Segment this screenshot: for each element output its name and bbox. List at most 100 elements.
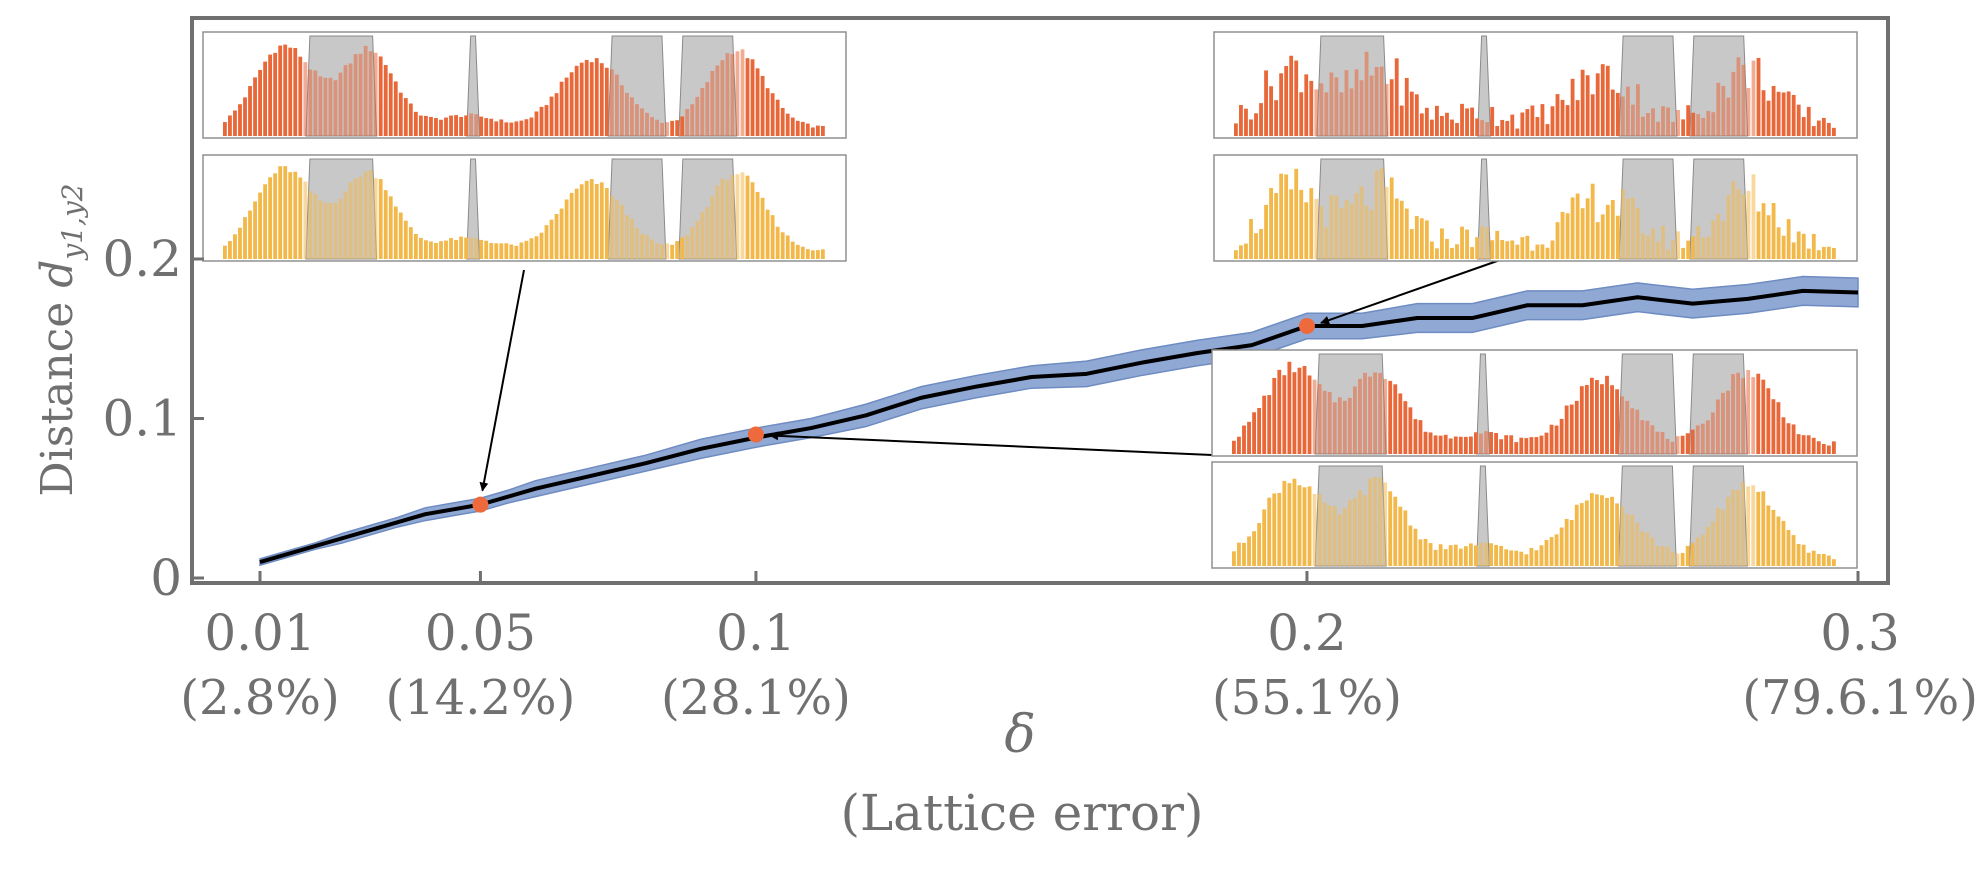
inset-delta-0.05-yellow-bar (589, 179, 594, 259)
inset-delta-0.2-yellow-bar (1435, 248, 1439, 259)
inset-delta-0.1-orange-bar (1796, 434, 1801, 454)
inset-delta-0.1-orange-bar (1524, 438, 1529, 454)
inset-delta-0.1-yellow-bar (1675, 553, 1680, 566)
inset-delta-0.05-orange-bar (524, 119, 529, 136)
inset-delta-0.2-orange-bar (1520, 112, 1525, 136)
inset-arrows (479, 259, 1501, 492)
inset-delta-0.05-orange-bar (439, 119, 443, 136)
inset-delta-0.2-orange-bar (1595, 73, 1600, 136)
inset-delta-0.05-orange-bar (484, 118, 489, 136)
inset-delta-0.05-orange-bar (248, 86, 252, 136)
inset-delta-0.1-orange-bar (1650, 425, 1655, 454)
inset-delta-0.05-yellow-bar (293, 171, 298, 259)
inset-delta-0.2-yellow-bar (1364, 205, 1369, 259)
inset-delta-0.1-yellow-bar (1267, 497, 1272, 566)
inset-delta-0.1-yellow-bar (1700, 534, 1705, 566)
inset-delta-0.2-orange-bar (1419, 113, 1424, 136)
inset-delta-0.2-yellow-bar (1319, 206, 1324, 259)
inset-delta-0.2-orange-bar (1721, 85, 1726, 136)
inset-delta-0.05-orange-bar (594, 58, 599, 137)
inset-delta-0.2-yellow-bar (1721, 220, 1726, 259)
inset-delta-0.05-orange-bar (574, 65, 579, 136)
inset-delta-0.05-yellow-bar (650, 239, 654, 259)
inset-delta-0.1-yellow-bar (1650, 537, 1655, 566)
inset-delta-0.1-orange-bar (1766, 388, 1771, 454)
x-tick-label-3: 0.2 (1267, 604, 1347, 662)
inset-delta-0.1-yellow-bar (1504, 549, 1509, 566)
inset-delta-0.05-orange-bar (539, 106, 544, 136)
inset-delta-0.1-orange-bar (1307, 375, 1312, 454)
inset-delta-0.2-yellow-bar (1666, 249, 1670, 259)
inset-delta-0.05-yellow-bar (368, 170, 373, 259)
inset-delta-0.1-yellow-bar (1741, 482, 1746, 566)
inset-delta-0.2-orange-bar (1329, 72, 1334, 136)
inset-delta-0.05-orange-bar (489, 118, 494, 136)
inset-delta-0.1-yellow-bar (1358, 490, 1362, 566)
inset-delta-0.05-yellow-bar (705, 207, 710, 259)
inset-delta-0.05-yellow-bar (534, 236, 539, 259)
inset-delta-0.1-yellow-bar (1489, 543, 1493, 566)
inset-delta-0.2-yellow-bar (1791, 242, 1796, 259)
inset-delta-0.1-yellow-bar (1716, 507, 1720, 566)
inset-delta-0.1-orange-bar (1640, 420, 1645, 454)
histogram-insets (202, 31, 1858, 569)
inset-delta-0.05-yellow-bar (313, 193, 318, 259)
inset-delta-0.1-orange-bar (1453, 436, 1458, 454)
inset-delta-0.2-orange-bar (1746, 88, 1751, 136)
series-line (259, 288, 1859, 564)
inset-delta-0.05-yellow-bar (459, 236, 463, 259)
inset-delta-0.1-orange-bar (1494, 433, 1499, 454)
inset-delta-0.2-orange-bar (1560, 99, 1565, 136)
inset-delta-0.05-orange-bar (318, 76, 323, 136)
inset-delta-0.1-orange-bar (1408, 407, 1413, 454)
inset-delta-0.1-orange-bar (1620, 396, 1625, 454)
inset-delta-0.2-yellow-bar (1424, 220, 1429, 259)
inset-delta-0.2-yellow-bar (1495, 230, 1500, 259)
inset-delta-0.2-yellow-bar (1796, 231, 1801, 259)
inset-delta-0.1-orange-bar (1529, 437, 1534, 454)
inset-delta-0.1-yellow-bar (1670, 551, 1675, 566)
inset-delta-0.2-orange-bar (1344, 70, 1349, 136)
inset-delta-0.2-orange-bar (1470, 107, 1474, 136)
inset-delta-0.2-orange-bar (1570, 78, 1575, 136)
inset-delta-0.1-yellow-bar (1680, 552, 1685, 566)
inset-delta-0.2-orange-bar (1706, 110, 1711, 136)
inset-delta-0.2-yellow-bar (1344, 200, 1349, 259)
inset-delta-0.1-orange-bar (1559, 418, 1564, 454)
inset-delta-0.2-yellow-bar (1349, 203, 1354, 259)
inset-delta-0.05-yellow-bar (348, 182, 353, 259)
inset-delta-0.1-yellow-bar (1584, 500, 1589, 566)
inset-delta-0.2-orange-bar (1545, 124, 1550, 136)
inset-delta-0.1-yellow-bar (1398, 506, 1403, 566)
inset-delta-0.05-yellow-bar (318, 200, 323, 259)
inset-delta-0.2-yellow-bar (1274, 193, 1279, 259)
inset-delta-0.1-yellow-bar (1549, 537, 1554, 566)
inset-delta-0.05-yellow-bar (740, 172, 745, 259)
inset-delta-0.2-yellow-bar (1520, 237, 1525, 259)
inset-delta-0.05-yellow-bar (388, 196, 393, 259)
inset-delta-0.1-orange-bar (1267, 395, 1272, 454)
inset-delta-0.2-yellow-bar (1470, 247, 1474, 259)
inset-delta-0.2-yellow-bar (1324, 227, 1329, 259)
inset-delta-0.1-orange-bar (1383, 378, 1388, 454)
inset-delta-0.1-yellow-bar (1620, 506, 1625, 566)
inset-delta-0.1-yellow-bar (1363, 494, 1367, 566)
inset-delta-0.05-orange-bar (338, 72, 343, 136)
inset-delta-0.1-orange-bar (1534, 437, 1539, 454)
inset-delta-0.2-yellow (1213, 154, 1858, 262)
inset-delta-0.05-orange-bar (650, 117, 654, 136)
inset-delta-0.05-orange-bar (534, 111, 539, 136)
inset-delta-0.2-yellow-bar (1379, 168, 1384, 259)
inset-delta-0.05-yellow-bar (770, 215, 775, 259)
inset-delta-0.2-orange-bar (1525, 109, 1530, 136)
inset-delta-0.2-orange-bar (1234, 123, 1238, 136)
inset-delta-0.05-orange-bar (544, 105, 549, 136)
inset-delta-0.05-yellow-bar (514, 245, 519, 259)
inset-delta-0.1-orange-bar (1242, 425, 1246, 454)
inset-delta-0.05-orange-bar (368, 51, 373, 136)
inset-delta-0.05-orange-bar (424, 115, 428, 136)
inset-delta-0.05-orange-bar (474, 114, 479, 136)
inset-delta-0.05-yellow-bar (765, 209, 770, 259)
inset-delta-0.1-yellow-bar (1529, 547, 1534, 566)
inset-delta-0.2-yellow-bar (1450, 247, 1454, 259)
